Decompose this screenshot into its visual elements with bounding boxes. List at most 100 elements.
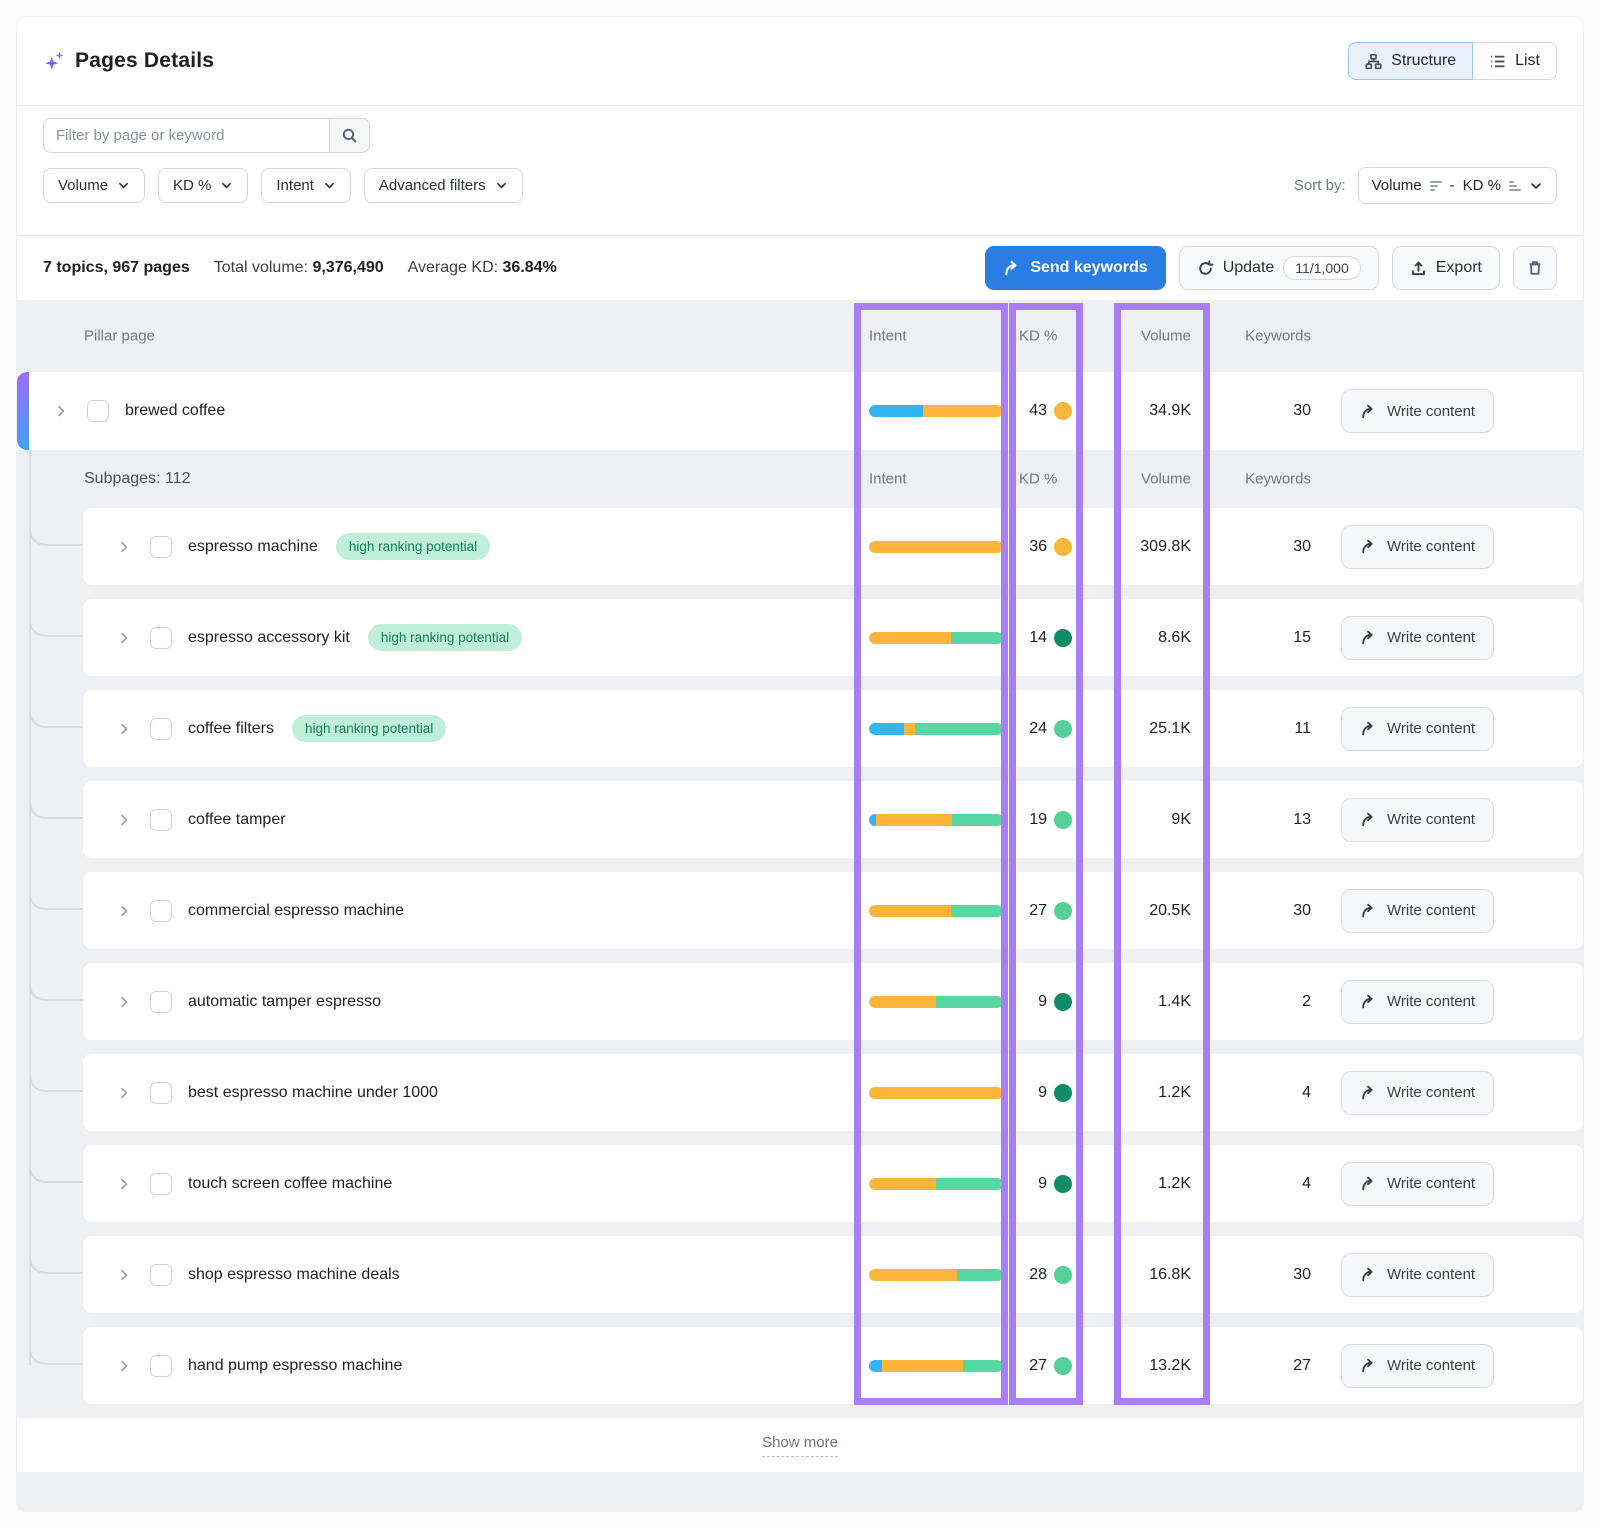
write-content-button[interactable]: Write content	[1341, 524, 1495, 569]
intent-filter-dropdown[interactable]: Intent	[261, 168, 351, 203]
write-content-button[interactable]: Write content	[1341, 797, 1495, 842]
row-checkbox[interactable]	[150, 535, 172, 558]
expand-chevron-icon[interactable]	[114, 810, 134, 830]
export-button[interactable]: Export	[1391, 246, 1500, 290]
write-content-button[interactable]: Write content	[1341, 1161, 1495, 1206]
intent-bar	[869, 722, 1003, 735]
intent-bar	[869, 1177, 1003, 1190]
tree-connector	[29, 1244, 83, 1274]
volume-value: 25.1K	[1149, 719, 1191, 737]
subpage-card	[83, 508, 1583, 585]
row-checkbox[interactable]	[150, 1081, 172, 1104]
write-content-button[interactable]: Write content	[1341, 1070, 1495, 1115]
expand-chevron-icon[interactable]	[114, 1174, 134, 1194]
pages-details-panel: Pages Details Structure	[16, 16, 1584, 1512]
row-checkbox[interactable]	[87, 400, 109, 422]
delete-button[interactable]	[1513, 246, 1557, 290]
column-header-intent: Intent	[869, 470, 907, 488]
write-content-button[interactable]: Write content	[1341, 979, 1495, 1024]
table-row: hand pump espresso machine 27 13.2K 27 W…	[17, 1327, 1583, 1404]
structure-view-button[interactable]: Structure	[1348, 42, 1474, 80]
sort-secondary: KD %	[1462, 177, 1501, 194]
volume-value: 16.8K	[1149, 1265, 1191, 1283]
sort-by-select[interactable]: Volume - KD %	[1357, 167, 1557, 204]
intent-filter-label: Intent	[276, 177, 314, 194]
kd-dot	[1054, 719, 1072, 738]
send-arrow-icon	[1360, 403, 1377, 420]
write-content-label: Write content	[1387, 993, 1476, 1010]
search-button[interactable]	[329, 118, 370, 153]
chevron-down-icon	[495, 179, 508, 192]
tree-connector	[29, 1335, 83, 1365]
show-more-link[interactable]: Show more	[762, 1434, 838, 1457]
update-button[interactable]: Update 11/1,000	[1178, 246, 1379, 290]
write-content-button[interactable]: Write content	[1341, 1343, 1495, 1388]
expand-chevron-icon[interactable]	[114, 537, 134, 557]
send-arrow-icon	[1360, 811, 1377, 828]
update-label: Update	[1222, 259, 1275, 276]
row-checkbox[interactable]	[150, 899, 172, 922]
search-input[interactable]	[43, 118, 329, 153]
total-volume-label: Total volume:	[213, 259, 308, 276]
keywords-value: 2	[1302, 992, 1311, 1010]
write-content-label: Write content	[1387, 720, 1476, 737]
volume-value: 8.6K	[1158, 628, 1191, 646]
keywords-value: 11	[1294, 719, 1311, 737]
kd-cell: 43	[1019, 402, 1095, 420]
write-content-button[interactable]: Write content	[1341, 888, 1495, 933]
row-checkbox[interactable]	[150, 626, 172, 649]
sparkle-icon	[43, 50, 65, 72]
intent-bar	[869, 813, 1003, 826]
expand-chevron-icon[interactable]	[114, 1356, 134, 1376]
expand-chevron-icon[interactable]	[114, 628, 134, 648]
page-label: coffee filters	[188, 719, 274, 737]
row-checkbox[interactable]	[150, 1354, 172, 1377]
kd-value: 27	[1029, 1356, 1047, 1374]
intent-bar	[869, 405, 1003, 417]
volume-filter-dropdown[interactable]: Volume	[43, 168, 146, 203]
write-content-button[interactable]: Write content	[1341, 1252, 1495, 1297]
title-bar: Pages Details Structure	[17, 17, 1583, 106]
advanced-filters-dropdown[interactable]: Advanced filters	[363, 168, 523, 203]
expand-chevron-icon[interactable]	[51, 401, 71, 421]
column-header-kd: KD %	[1019, 327, 1058, 345]
kd-filter-dropdown[interactable]: KD %	[158, 168, 249, 203]
table-header-row: Pillar page Intent KD % Volume Keywords	[17, 300, 1583, 372]
kd-dot	[1054, 810, 1072, 829]
expand-chevron-icon[interactable]	[114, 1083, 134, 1103]
expand-chevron-icon[interactable]	[114, 992, 134, 1012]
row-checkbox[interactable]	[150, 990, 172, 1013]
tree-connector	[29, 1153, 83, 1183]
intent-bar	[869, 1359, 1003, 1372]
row-checkbox[interactable]	[150, 1263, 172, 1286]
write-content-button[interactable]: Write content	[1341, 389, 1495, 433]
volume-value: 9K	[1171, 810, 1191, 828]
row-checkbox[interactable]	[150, 808, 172, 831]
page-label: coffee tamper	[188, 810, 286, 828]
intent-bar	[869, 631, 1003, 644]
keywords-value: 30	[1293, 1265, 1311, 1283]
expand-chevron-icon[interactable]	[114, 901, 134, 921]
kd-cell: 28	[1019, 1265, 1095, 1284]
expand-chevron-icon[interactable]	[114, 719, 134, 739]
row-checkbox[interactable]	[150, 1172, 172, 1195]
keywords-value: 27	[1293, 1356, 1311, 1374]
list-icon	[1489, 53, 1506, 70]
write-content-button[interactable]: Write content	[1341, 706, 1495, 751]
send-keywords-button[interactable]: Send keywords	[985, 246, 1166, 290]
intent-bar	[869, 995, 1003, 1008]
kd-cell: 36	[1019, 537, 1095, 556]
row-checkbox[interactable]	[150, 717, 172, 740]
kd-cell: 14	[1019, 628, 1095, 647]
expand-chevron-icon[interactable]	[114, 1265, 134, 1285]
list-view-button[interactable]: List	[1473, 42, 1557, 80]
kd-cell: 27	[1019, 901, 1095, 920]
intent-bar	[869, 540, 1003, 553]
view-toggle: Structure List	[1348, 42, 1557, 80]
sort-primary: Volume	[1371, 177, 1422, 194]
write-content-label: Write content	[1387, 902, 1476, 919]
list-label: List	[1515, 52, 1540, 69]
volume-value: 34.9K	[1149, 402, 1191, 419]
subpages-count: Subpages: 112	[84, 470, 191, 487]
write-content-button[interactable]: Write content	[1341, 615, 1495, 660]
